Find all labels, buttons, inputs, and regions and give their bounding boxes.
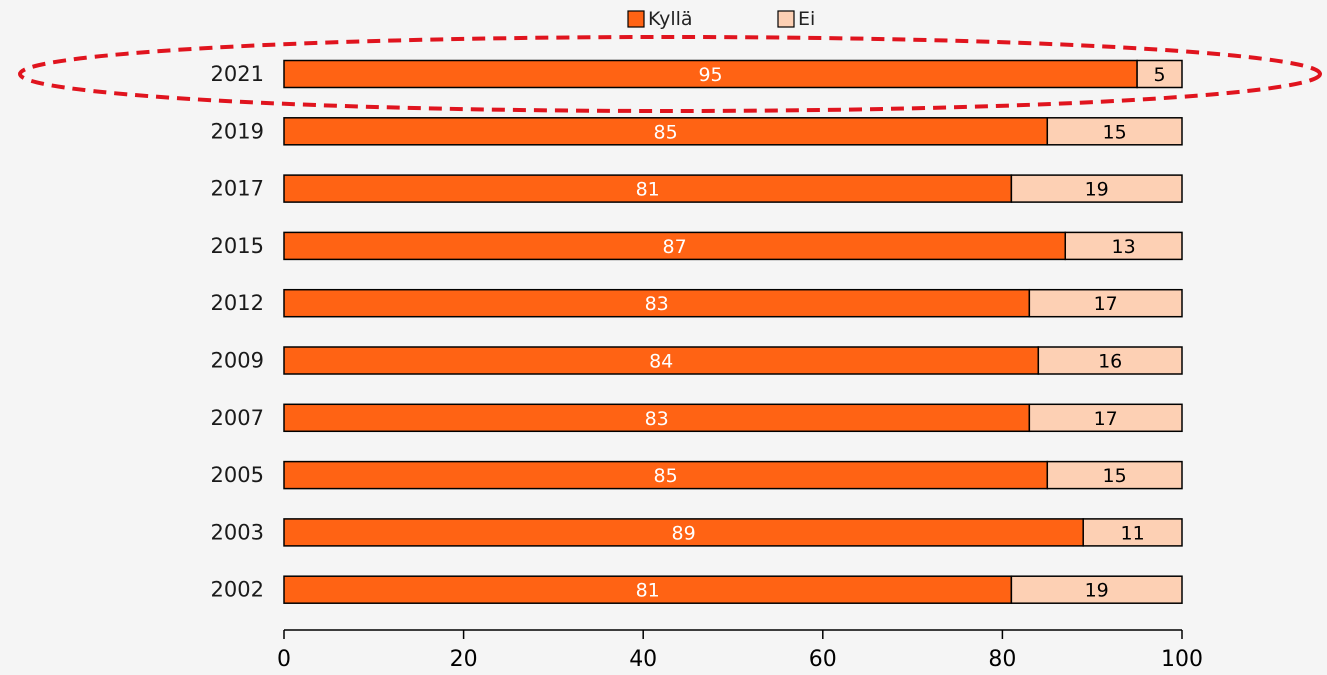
data-label: 13: [1112, 236, 1136, 258]
data-label: 15: [1103, 465, 1127, 487]
bar-segment-kylla: [283, 117, 1049, 146]
x-tick-label: 20: [450, 647, 478, 672]
x-axis: 0 20 40 60 80 100: [277, 629, 1203, 672]
category-label: 2007: [211, 406, 264, 430]
bar-segment-kylla: [283, 288, 1031, 318]
bar-segment-kylla: [283, 575, 1013, 604]
category-label: 2019: [211, 119, 264, 143]
legend-swatch: [777, 10, 795, 28]
data-label: 84: [649, 351, 673, 373]
bar-segment-kylla: [283, 174, 1013, 203]
x-tick-label: 0: [277, 647, 291, 672]
data-label: 19: [1085, 179, 1109, 201]
highlight-ellipse: [18, 35, 1322, 113]
category-label: 2005: [211, 463, 264, 487]
data-label: 19: [1085, 580, 1109, 602]
x-tick-label: 60: [809, 647, 837, 672]
legend: Kyllä Ei: [627, 8, 815, 30]
category-label: 2015: [211, 234, 264, 258]
bar-segment-ei: [1046, 117, 1183, 146]
highlight: [18, 35, 1322, 113]
data-label: 81: [636, 179, 660, 201]
data-label: 81: [636, 580, 660, 602]
bars: 2021 95 5 2019 85 15 2017 81 19 2015 87 13 2012 83 17 2…: [211, 59, 1183, 604]
x-tick-label: 40: [629, 647, 657, 672]
bar-segment-kylla: [283, 231, 1067, 261]
legend-swatch: [627, 10, 645, 28]
bar-segment-ei: [1082, 518, 1183, 547]
bar-segment-ei: [1037, 346, 1183, 375]
data-label: 16: [1098, 351, 1122, 373]
x-tick-label: 100: [1161, 647, 1203, 672]
category-label: 2012: [211, 291, 264, 315]
data-label: 15: [1103, 121, 1127, 143]
data-label: 83: [645, 293, 669, 315]
data-label: 87: [663, 236, 687, 258]
category-label: 2009: [211, 349, 264, 373]
data-label: 17: [1094, 408, 1118, 430]
bar-segment-kylla: [283, 59, 1138, 89]
legend-label: Kyllä: [648, 8, 693, 30]
bar-segment-ei: [1064, 231, 1183, 261]
category-label: 2003: [211, 520, 264, 544]
bar-segment-ei: [1136, 59, 1183, 89]
bar-segment-kylla: [283, 403, 1031, 433]
data-label: 83: [645, 408, 669, 430]
category-label: 2021: [211, 62, 264, 86]
data-label: 95: [698, 64, 722, 86]
bar-segment-ei: [1028, 403, 1183, 433]
bar-segment-ei: [1046, 460, 1183, 490]
data-label: 89: [672, 522, 696, 544]
bar-segment-ei: [1028, 288, 1183, 318]
bar-segment-ei: [1010, 575, 1183, 604]
bar-segment-kylla: [283, 518, 1084, 547]
bar-segment-ei: [1010, 174, 1183, 203]
data-label: 85: [654, 465, 678, 487]
x-tick-label: 80: [988, 647, 1016, 672]
data-label: 11: [1121, 522, 1145, 544]
legend-label: Ei: [798, 8, 815, 30]
data-label: 17: [1094, 293, 1118, 315]
category-label: 2002: [211, 578, 264, 602]
data-label: 5: [1154, 64, 1166, 86]
data-label: 85: [654, 121, 678, 143]
category-label: 2017: [211, 177, 264, 201]
